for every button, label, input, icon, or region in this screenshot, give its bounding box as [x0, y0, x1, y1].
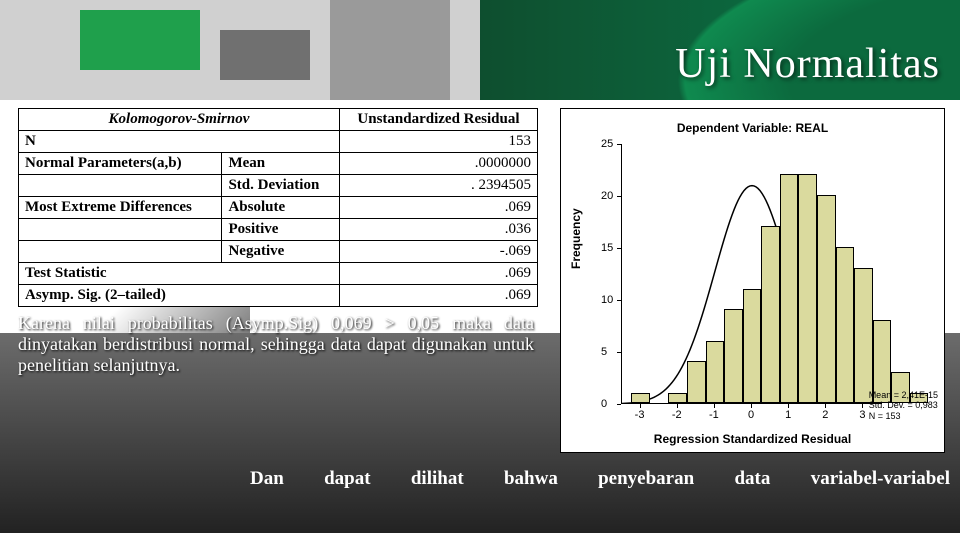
- table-cell: Mean: [222, 153, 339, 175]
- table-cell: [19, 241, 222, 263]
- interpretation-note: Karena nilai probabilitas (Asymp.Sig) 0,…: [18, 313, 538, 376]
- table-cell: Negative: [222, 241, 339, 263]
- ks-table-wrap: Kolomogorov-Smirnov Unstandardized Resid…: [18, 108, 538, 376]
- histogram-bar: [817, 195, 836, 403]
- histogram-bar: [668, 393, 687, 403]
- y-tick-label: 20: [601, 190, 613, 202]
- x-tick-label: 2: [822, 409, 828, 421]
- table-cell: N: [19, 131, 340, 153]
- y-tick-label: 15: [601, 242, 613, 254]
- chart-title: Dependent Variable: REAL: [561, 121, 944, 135]
- table-cell: Absolute: [222, 197, 339, 219]
- histogram-bar: [854, 268, 873, 403]
- footer-text: Dan dapat dilihat bahwa penyebaran data …: [250, 468, 950, 490]
- table-cell: .069: [339, 197, 537, 219]
- stat-n: N = 153: [869, 411, 938, 422]
- histogram-bar: [631, 393, 650, 403]
- x-tick-label: -3: [635, 409, 645, 421]
- chart-stats: Mean = 2,41E-15 Std. Dev. = 0,983 N = 15…: [869, 390, 938, 422]
- table-cell: Test Statistic: [19, 263, 340, 285]
- histogram-bar: [798, 174, 817, 403]
- table-cell: Asymp. Sig. (2–tailed): [19, 285, 340, 307]
- table-cell: .036: [339, 219, 537, 241]
- table-cell: Positive: [222, 219, 339, 241]
- table-cell: -.069: [339, 241, 537, 263]
- histogram-bar: [743, 289, 762, 403]
- x-tick-label: 3: [859, 409, 865, 421]
- table-cell: Most Extreme Differences: [19, 197, 222, 219]
- table-cell: .0000000: [339, 153, 537, 175]
- table-cell: .069: [339, 263, 537, 285]
- x-tick-label: 1: [785, 409, 791, 421]
- x-tick-label: -1: [709, 409, 719, 421]
- table-cell: Normal Parameters(a,b): [19, 153, 222, 175]
- slide-header: Uji Normalitas: [0, 0, 960, 100]
- x-tick-label: 0: [748, 409, 754, 421]
- stat-sd: Std. Dev. = 0,983: [869, 400, 938, 411]
- histogram-bar: [761, 226, 780, 403]
- table-cell: .069: [339, 285, 537, 307]
- y-tick-label: 5: [601, 346, 607, 358]
- histogram-panel: Dependent Variable: REAL Frequency Regre…: [560, 108, 945, 453]
- ks-header-right: Unstandardized Residual: [339, 109, 537, 131]
- ks-header-left: Kolomogorov-Smirnov: [19, 109, 340, 131]
- plot-area: [621, 144, 881, 404]
- histogram-bar: [706, 341, 725, 403]
- table-cell: Std. Deviation: [222, 175, 339, 197]
- chart-ylabel: Frequency: [569, 208, 583, 269]
- table-cell: . 2394505: [339, 175, 537, 197]
- histogram-bar: [836, 247, 855, 403]
- y-tick-label: 0: [601, 398, 607, 410]
- stat-mean: Mean = 2,41E-15: [869, 390, 938, 401]
- chart-xlabel: Regression Standardized Residual: [561, 432, 944, 446]
- slide-title: Uji Normalitas: [675, 40, 940, 88]
- table-cell: 153: [339, 131, 537, 153]
- histogram-bar: [687, 361, 706, 403]
- histogram-bar: [780, 174, 799, 403]
- y-tick-label: 10: [601, 294, 613, 306]
- x-tick-label: -2: [672, 409, 682, 421]
- table-cell: [19, 219, 222, 241]
- histogram-bar: [724, 309, 743, 403]
- table-cell: [19, 175, 222, 197]
- y-tick-label: 25: [601, 138, 613, 150]
- ks-table: Kolomogorov-Smirnov Unstandardized Resid…: [18, 108, 538, 307]
